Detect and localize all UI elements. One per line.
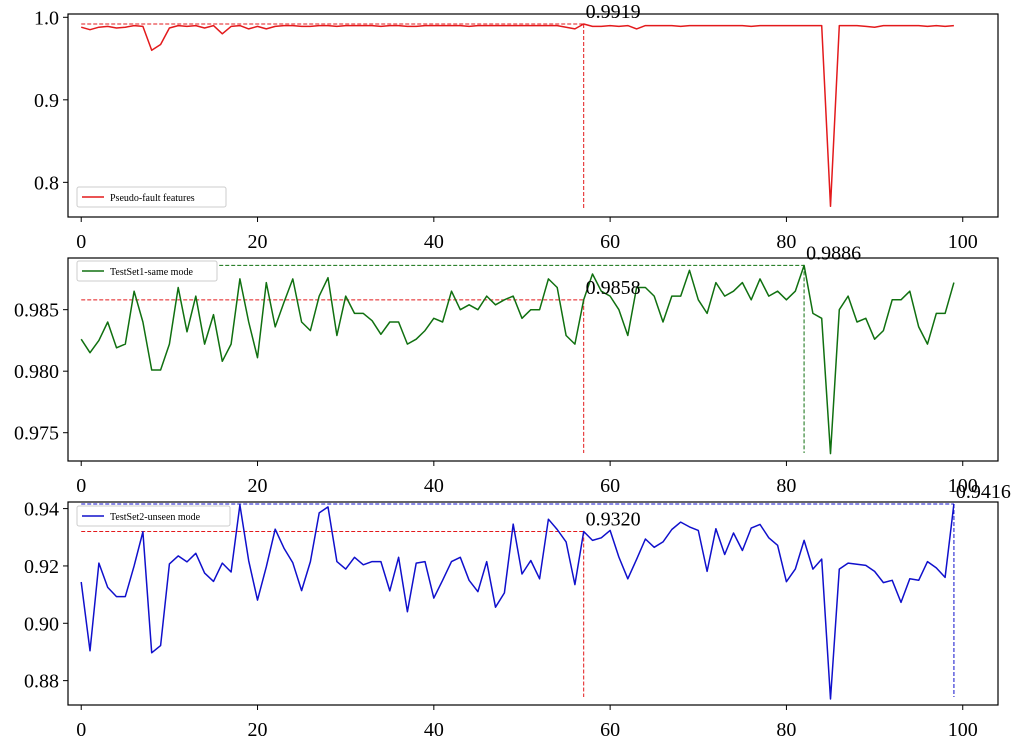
x-tick-label: 20 xyxy=(248,719,268,739)
y-tick-label: 0.975 xyxy=(14,423,59,445)
legend-label: TestSet1-same mode xyxy=(110,267,193,278)
y-tick-label: 0.9 xyxy=(34,90,59,112)
series-line xyxy=(80,23,954,208)
y-tick-label: 0.94 xyxy=(24,499,59,521)
value-annotation: 0.9886 xyxy=(806,242,861,264)
x-tick-label: 60 xyxy=(600,231,620,253)
series-line xyxy=(80,503,955,700)
y-tick-label: 0.90 xyxy=(24,613,59,635)
x-tick-label: 100 xyxy=(948,231,978,253)
x-tick-label: 80 xyxy=(776,719,796,739)
x-tick-label: 100 xyxy=(948,475,978,497)
x-tick-label: 100 xyxy=(948,719,978,739)
chart-panel-2: 0 20 40 60 80 100 0.975 0.980 0.985 0.9858 0.9886 T… xyxy=(14,242,999,497)
x-tick-label: 40 xyxy=(424,719,444,739)
x-tick-label: 40 xyxy=(424,231,444,253)
axes-frame xyxy=(67,501,999,706)
axes-frame xyxy=(67,13,999,218)
x-tick-label: 60 xyxy=(600,719,620,739)
axes-frame xyxy=(67,257,999,462)
chart-panel-1: 0 20 40 60 80 100 0.8 0.9 1.0 0.9919 Pseudo-fault … xyxy=(34,1,999,253)
y-tick-label: 0.88 xyxy=(24,671,59,693)
legend-label: TestSet2-unseen mode xyxy=(110,512,201,523)
value-annotation: 0.9919 xyxy=(586,1,641,23)
y-tick-label: 1.0 xyxy=(34,7,59,29)
y-tick-label: 0.92 xyxy=(24,556,59,578)
legend-box xyxy=(76,186,227,208)
x-tick-label: 0 xyxy=(76,231,86,253)
legend-box xyxy=(76,505,231,527)
y-tick-label: 0.8 xyxy=(34,172,59,194)
x-tick-label: 80 xyxy=(776,475,796,497)
chart-panel-3: 0 20 40 60 80 100 0.88 0.90 0.92 0.94 0.9320 0.9416… xyxy=(24,481,1011,739)
legend-box xyxy=(76,260,218,282)
x-tick-label: 0 xyxy=(76,719,86,739)
value-annotation: 0.9858 xyxy=(586,277,641,299)
x-tick-label: 20 xyxy=(248,475,268,497)
legend-label: Pseudo-fault features xyxy=(110,193,195,204)
x-tick-label: 0 xyxy=(76,475,86,497)
value-annotation: 0.9416 xyxy=(956,481,1011,503)
x-tick-label: 80 xyxy=(776,231,796,253)
series-line xyxy=(80,264,955,455)
x-tick-label: 60 xyxy=(600,475,620,497)
x-tick-label: 20 xyxy=(248,231,268,253)
y-tick-label: 0.980 xyxy=(14,361,59,383)
x-tick-label: 40 xyxy=(424,475,444,497)
y-tick-label: 0.985 xyxy=(14,300,59,322)
value-annotation: 0.9320 xyxy=(586,509,641,531)
